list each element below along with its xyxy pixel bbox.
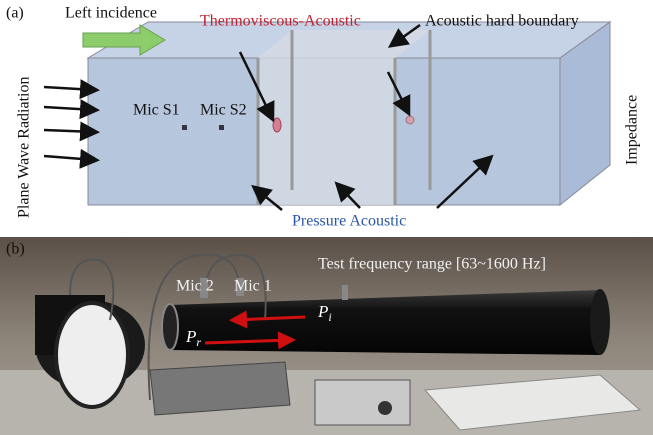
label: Mic 2 <box>176 278 214 295</box>
label: Mic S1 <box>133 102 180 119</box>
panel-label: (b) <box>6 241 25 258</box>
figure: (a) Left incidence Thermoviscous-Acousti… <box>0 0 653 435</box>
label: Pressure Acoustic <box>292 213 406 230</box>
label-part: P <box>185 327 196 346</box>
panel-label: (a) <box>6 5 24 22</box>
label: Left incidence <box>65 5 157 22</box>
label: Acoustic hard boundary <box>425 13 579 30</box>
label: Mic S2 <box>200 102 247 119</box>
label: Impedance <box>624 95 641 165</box>
label-part: i <box>328 310 331 324</box>
panel-a: (a) Left incidence Thermoviscous-Acousti… <box>6 5 641 230</box>
label-part: P <box>317 302 328 321</box>
label: Thermoviscous-Acoustic <box>200 13 361 30</box>
label: Test frequency range [63~1600 Hz] <box>318 256 546 273</box>
label: Plane Wave Radiation <box>16 77 33 219</box>
panel-b: (b) Test frequency range [63~1600 Hz] Mi… <box>0 237 653 435</box>
label: Mic 1 <box>234 278 272 295</box>
page: {"panel_a": {"label": "(a)", "incidence"… <box>0 0 653 435</box>
label-part: r <box>196 335 201 349</box>
